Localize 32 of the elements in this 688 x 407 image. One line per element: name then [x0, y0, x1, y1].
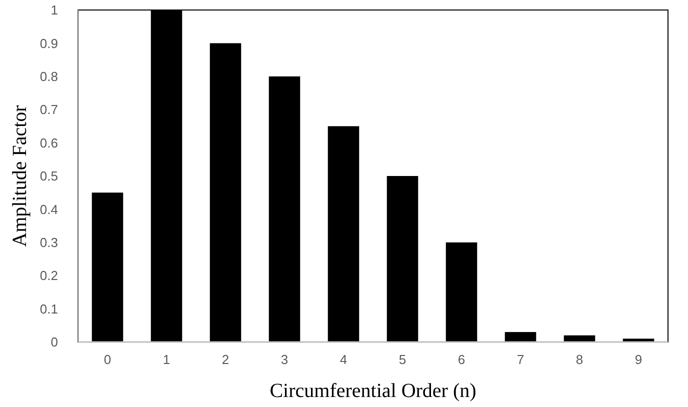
bar: [210, 43, 242, 342]
x-axis-title: Circumferential Order (n): [270, 380, 476, 402]
x-tick-label: 7: [516, 352, 524, 367]
y-tick-label: 0.4: [40, 202, 58, 217]
bar: [622, 338, 654, 342]
y-tick-label: 0.6: [40, 135, 58, 150]
x-tick-label: 2: [222, 352, 230, 367]
x-tick-label: 3: [280, 352, 288, 367]
y-tick-label: 0.3: [40, 234, 58, 250]
y-tick-label: 0.5: [40, 168, 58, 184]
bar: [92, 192, 124, 342]
y-tick-label: 1: [50, 2, 58, 18]
x-tick-label: 0: [104, 352, 112, 367]
y-tick-label: 0.1: [40, 301, 58, 316]
x-tick-label: 9: [634, 352, 642, 367]
bar: [564, 335, 596, 342]
bar: [504, 332, 536, 342]
x-tick-label: 4: [340, 352, 348, 367]
bar: [268, 76, 300, 342]
y-tick-label: 0.8: [40, 68, 58, 84]
y-tick-label: 0: [50, 334, 58, 350]
x-tick-label: 8: [576, 352, 584, 367]
y-tick-label: 0.7: [40, 102, 58, 118]
bar: [328, 126, 360, 342]
x-tick-label: 5: [398, 352, 406, 367]
y-tick-label: 0.9: [40, 36, 58, 51]
bar: [446, 242, 478, 342]
y-tick-label: 0.2: [40, 268, 58, 284]
x-tick-label: 6: [458, 352, 466, 367]
y-axis-title: Amplitude Factor: [9, 104, 31, 247]
bar: [386, 176, 418, 342]
x-tick-label: 1: [162, 352, 170, 367]
